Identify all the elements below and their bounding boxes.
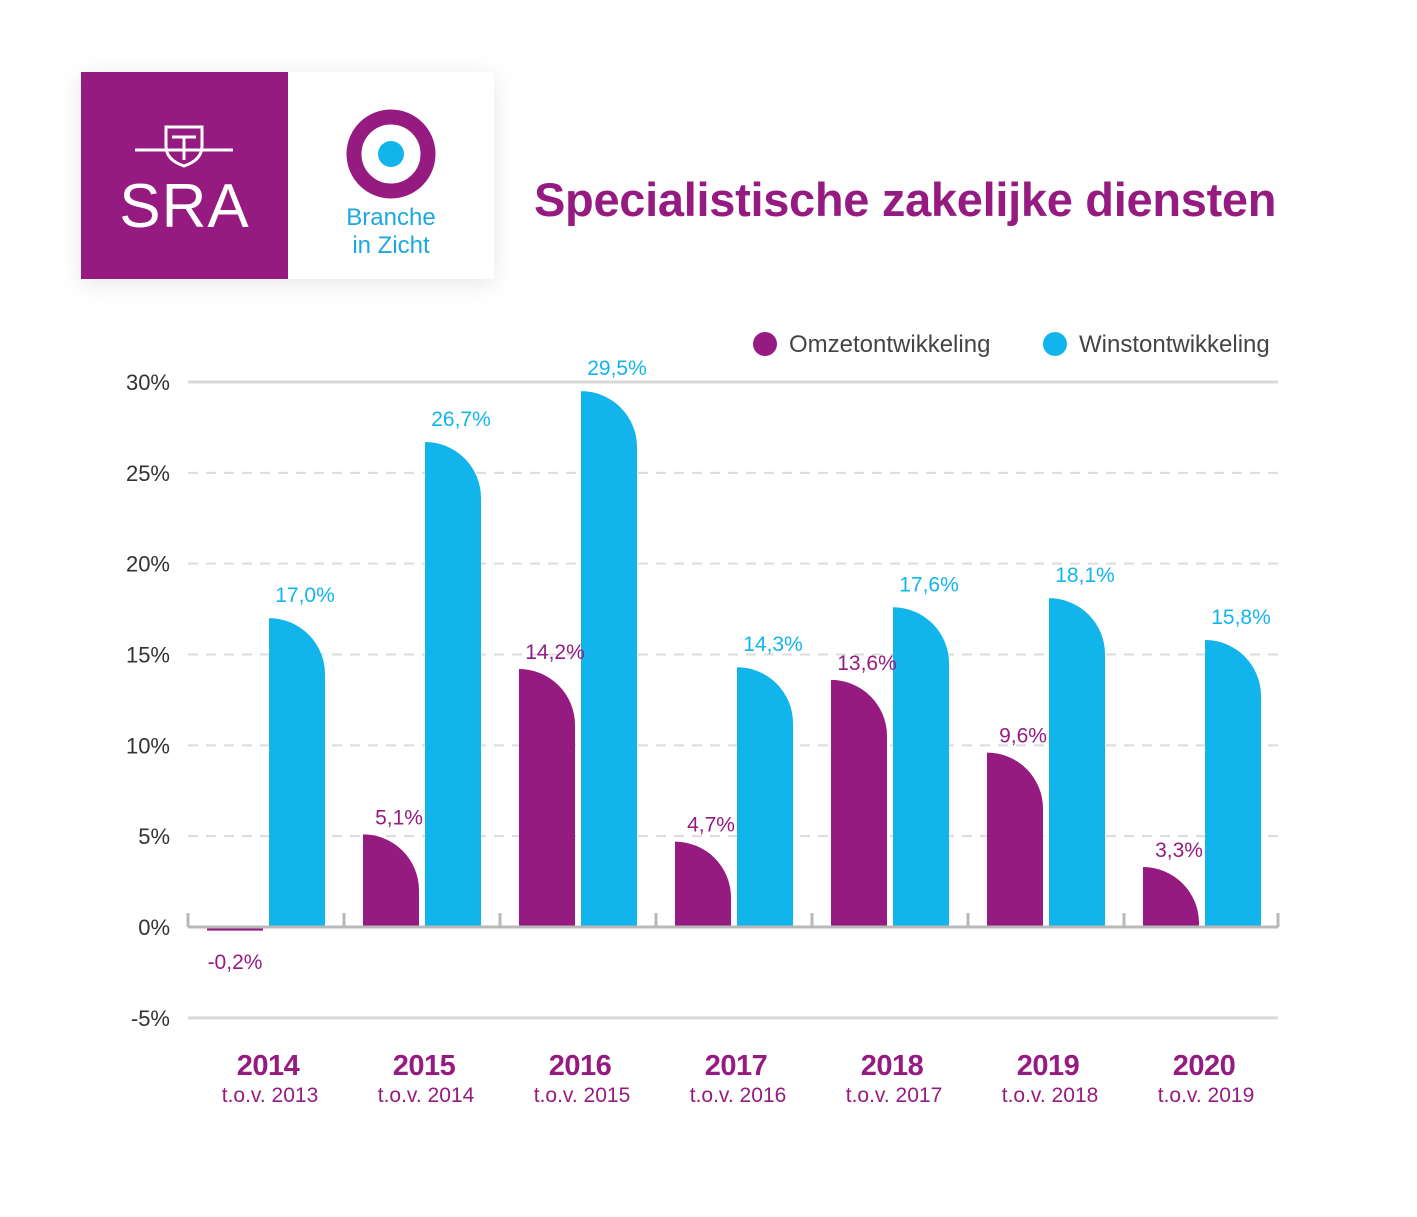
omzet-value-label: 14,2%	[525, 641, 585, 664]
omzet-bar	[519, 669, 575, 927]
y-tick-label: 0%	[138, 915, 170, 940]
branche-in-zicht-text: Branche in Zicht	[288, 204, 494, 260]
x-subcategory-label: t.o.v. 2018	[1002, 1084, 1099, 1107]
winst-bar	[425, 441, 481, 927]
y-tick-label: -5%	[131, 1006, 170, 1031]
omzet-bar	[675, 841, 731, 927]
x-subcategory-label: t.o.v. 2019	[1158, 1084, 1255, 1107]
branche-in-zicht-logo: Branche in Zicht	[288, 72, 494, 279]
legend-label: Omzetontwikkeling	[789, 331, 990, 358]
legend-swatch	[753, 332, 777, 356]
y-tick-label: 15%	[126, 643, 170, 668]
omzet-bar	[987, 752, 1043, 927]
winst-value-label: 15,8%	[1211, 606, 1271, 629]
winst-value-label: 17,6%	[899, 573, 959, 596]
omzet-value-label: 3,3%	[1155, 839, 1203, 862]
y-tick-label: 5%	[138, 824, 170, 849]
legend-swatch	[1043, 332, 1067, 356]
x-subcategory-label: t.o.v. 2017	[846, 1084, 943, 1107]
in-zicht-line: in Zicht	[352, 232, 430, 259]
omzet-bar	[1143, 867, 1199, 927]
winst-bar	[269, 618, 325, 927]
x-category-label: 2018	[861, 1050, 924, 1082]
winst-bar	[893, 607, 950, 927]
brand-logo-block: SRA Branche in Zicht	[81, 72, 494, 279]
x-category-label: 2016	[549, 1050, 612, 1082]
omzet-bar	[831, 679, 887, 927]
omzet-value-label: -0,2%	[208, 951, 263, 974]
target-icon	[346, 109, 436, 199]
shield-icon	[135, 125, 233, 168]
x-subcategory-label: t.o.v. 2013	[222, 1084, 319, 1107]
winst-value-label: 26,7%	[431, 408, 491, 431]
x-category-label: 2020	[1173, 1050, 1236, 1082]
x-subcategory-label: t.o.v. 2016	[690, 1084, 787, 1107]
winst-bar	[1049, 598, 1105, 927]
omzet-bar	[363, 834, 419, 927]
y-tick-label: 10%	[126, 733, 170, 758]
x-category-label: 2014	[237, 1050, 300, 1082]
winst-value-label: 17,0%	[275, 584, 335, 607]
winst-bar	[737, 667, 793, 927]
y-tick-label: 20%	[126, 552, 170, 577]
y-tick-label: 30%	[126, 370, 170, 395]
x-subcategory-label: t.o.v. 2014	[378, 1084, 475, 1107]
legend-label: Winstontwikkeling	[1079, 331, 1270, 358]
sra-logo: SRA	[81, 72, 288, 279]
branche-line: Branche	[346, 204, 436, 231]
omzet-value-label: 5,1%	[375, 806, 423, 829]
x-category-label: 2019	[1017, 1050, 1080, 1082]
winst-value-label: 29,5%	[587, 357, 647, 380]
sra-logo-text: SRA	[119, 172, 250, 241]
page-title: Specialistische zakelijke diensten	[534, 173, 1277, 226]
y-tick-label: 25%	[126, 461, 170, 486]
winst-value-label: 14,3%	[743, 633, 803, 656]
x-category-label: 2017	[705, 1050, 768, 1082]
x-category-label: 2015	[393, 1050, 456, 1082]
x-subcategory-label: t.o.v. 2015	[534, 1084, 631, 1107]
winst-bar	[581, 391, 637, 927]
omzet-value-label: 9,6%	[999, 725, 1047, 748]
winst-bar	[1205, 639, 1261, 927]
omzet-value-label: 4,7%	[687, 814, 735, 837]
omzet-value-label: 13,6%	[837, 652, 897, 675]
winst-value-label: 18,1%	[1055, 564, 1115, 587]
